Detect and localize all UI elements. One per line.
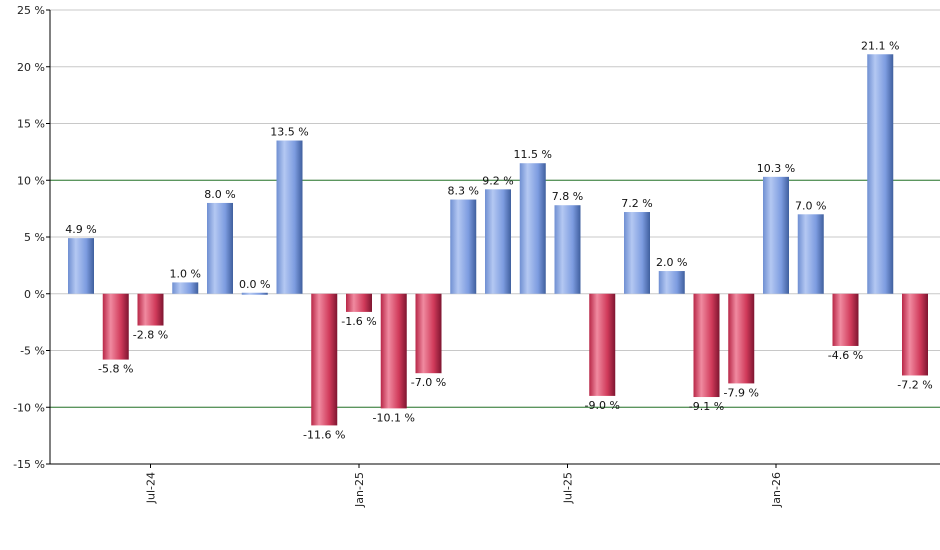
bar <box>693 293 720 398</box>
data-labels: 4.9 % -5.8 % -2.8 % 1.0 % 8.0 % 0.0 % 13.5 % -1… <box>65 39 932 441</box>
data-label: -7.0 % <box>411 376 446 389</box>
bar <box>763 176 789 294</box>
bar <box>832 293 859 346</box>
bar <box>172 282 199 294</box>
bar <box>485 189 511 294</box>
data-label: 10.3 % <box>757 162 795 175</box>
data-label: 8.0 % <box>204 188 235 201</box>
data-label: 7.0 % <box>795 199 826 212</box>
bar <box>68 238 94 294</box>
y-tick-label: -15 % <box>13 458 45 471</box>
bar <box>624 212 650 294</box>
bar <box>797 214 824 294</box>
y-tick-label: 20 % <box>17 61 45 74</box>
data-label: -4.6 % <box>828 349 863 362</box>
data-label: 13.5 % <box>270 126 308 139</box>
bar <box>346 293 372 312</box>
data-label: 7.8 % <box>552 190 583 203</box>
reference-lines <box>50 179 940 408</box>
data-label: -9.1 % <box>689 400 724 413</box>
bar <box>241 292 268 295</box>
bar <box>728 293 755 384</box>
data-label: 4.9 % <box>65 223 96 236</box>
data-label: 21.1 % <box>861 39 899 52</box>
bar <box>519 163 546 294</box>
bars <box>68 54 928 426</box>
data-label: -7.2 % <box>897 378 932 391</box>
bar <box>311 293 338 426</box>
data-label: -1.6 % <box>341 315 376 328</box>
data-label: 8.3 % <box>448 185 479 198</box>
bar <box>902 293 928 376</box>
data-label: 2.0 % <box>656 256 687 269</box>
data-label: -11.6 % <box>303 428 345 441</box>
y-tick-label: -5 % <box>20 345 45 358</box>
bar <box>658 271 685 294</box>
bar <box>450 199 477 294</box>
y-tick-label: 15 % <box>17 118 45 131</box>
bar <box>102 293 129 360</box>
axes: 25 % 20 % 15 % 10 % 5 % 0 % -5 % -10 % -15 % Jul-… <box>13 4 940 508</box>
data-label: -5.8 % <box>98 363 133 376</box>
bar <box>867 54 894 294</box>
bar <box>276 140 303 294</box>
data-label: 1.0 % <box>170 267 201 280</box>
x-tick-label: Jan-25 <box>353 472 366 508</box>
data-label: -2.8 % <box>133 329 168 342</box>
bar <box>589 293 616 396</box>
bar <box>380 293 407 409</box>
y-tick-label: -10 % <box>13 401 45 414</box>
x-tick-label: Jul-24 <box>145 472 158 504</box>
y-tick-label: 10 % <box>17 174 45 187</box>
data-label: 0.0 % <box>239 278 270 291</box>
bar <box>137 293 164 326</box>
x-tick-label: Jan-26 <box>770 472 783 508</box>
y-tick-label: 0 % <box>24 288 45 301</box>
x-tick-label: Jul-25 <box>562 472 575 504</box>
data-label: 9.2 % <box>482 174 513 187</box>
bar <box>207 202 233 294</box>
data-label: -7.9 % <box>724 386 759 399</box>
bar <box>554 205 581 294</box>
data-label: -9.0 % <box>585 399 620 412</box>
bar <box>415 293 442 374</box>
y-tick-label: 25 % <box>17 4 45 17</box>
data-label: 7.2 % <box>621 197 652 210</box>
data-label: -10.1 % <box>373 411 415 424</box>
y-tick-label: 5 % <box>24 231 45 244</box>
data-label: 11.5 % <box>514 148 552 161</box>
